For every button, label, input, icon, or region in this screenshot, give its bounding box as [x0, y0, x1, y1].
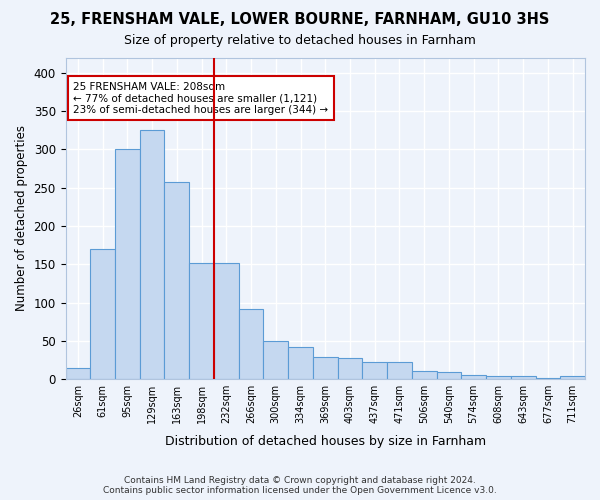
Bar [338, 358, 362, 379]
Bar [65, 368, 90, 379]
Text: 25 FRENSHAM VALE: 208sqm
← 77% of detached houses are smaller (1,121)
23% of sem: 25 FRENSHAM VALE: 208sqm ← 77% of detach… [73, 82, 328, 115]
Bar [214, 262, 239, 379]
Bar [313, 357, 338, 379]
Bar [536, 378, 560, 379]
Text: Size of property relative to detached houses in Farnham: Size of property relative to detached ho… [124, 34, 476, 47]
Bar [115, 150, 140, 379]
Bar [461, 376, 486, 379]
Bar [412, 372, 437, 379]
Bar [437, 372, 461, 379]
Text: 25, FRENSHAM VALE, LOWER BOURNE, FARNHAM, GU10 3HS: 25, FRENSHAM VALE, LOWER BOURNE, FARNHAM… [50, 12, 550, 28]
Bar [164, 182, 189, 379]
Y-axis label: Number of detached properties: Number of detached properties [15, 126, 28, 312]
Bar [511, 376, 536, 379]
Bar [140, 130, 164, 379]
Bar [560, 376, 585, 379]
Bar [362, 362, 387, 379]
X-axis label: Distribution of detached houses by size in Farnham: Distribution of detached houses by size … [165, 434, 486, 448]
Bar [387, 362, 412, 379]
Bar [189, 262, 214, 379]
Bar [486, 376, 511, 379]
Bar [90, 249, 115, 379]
Bar [239, 308, 263, 379]
Bar [288, 347, 313, 379]
Text: Contains HM Land Registry data © Crown copyright and database right 2024.
Contai: Contains HM Land Registry data © Crown c… [103, 476, 497, 495]
Bar [263, 341, 288, 379]
